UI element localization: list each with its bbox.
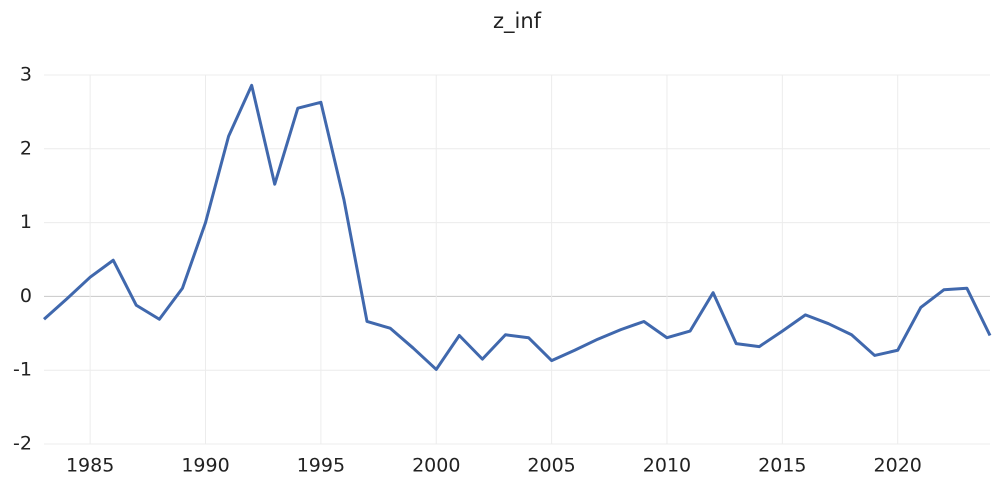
y-tick-label: 3 xyxy=(20,64,32,86)
y-tick-label: 1 xyxy=(20,211,32,233)
y-tick-label: -2 xyxy=(13,433,32,455)
x-tick-label: 2005 xyxy=(527,455,575,477)
x-tick-label: 2010 xyxy=(643,455,691,477)
y-tick-label: 2 xyxy=(20,137,32,159)
x-tick-label: 1990 xyxy=(181,455,229,477)
x-tick-label: 2015 xyxy=(758,455,806,477)
x-tick-label: 1995 xyxy=(297,455,345,477)
x-tick-label: 2000 xyxy=(412,455,460,477)
x-tick-label: 1985 xyxy=(66,455,114,477)
chart-title: z_inf xyxy=(493,9,542,34)
x-tick-label: 2020 xyxy=(874,455,922,477)
y-tick-label: -1 xyxy=(13,359,32,381)
y-tick-label: 0 xyxy=(20,285,32,307)
line xyxy=(42,83,992,371)
